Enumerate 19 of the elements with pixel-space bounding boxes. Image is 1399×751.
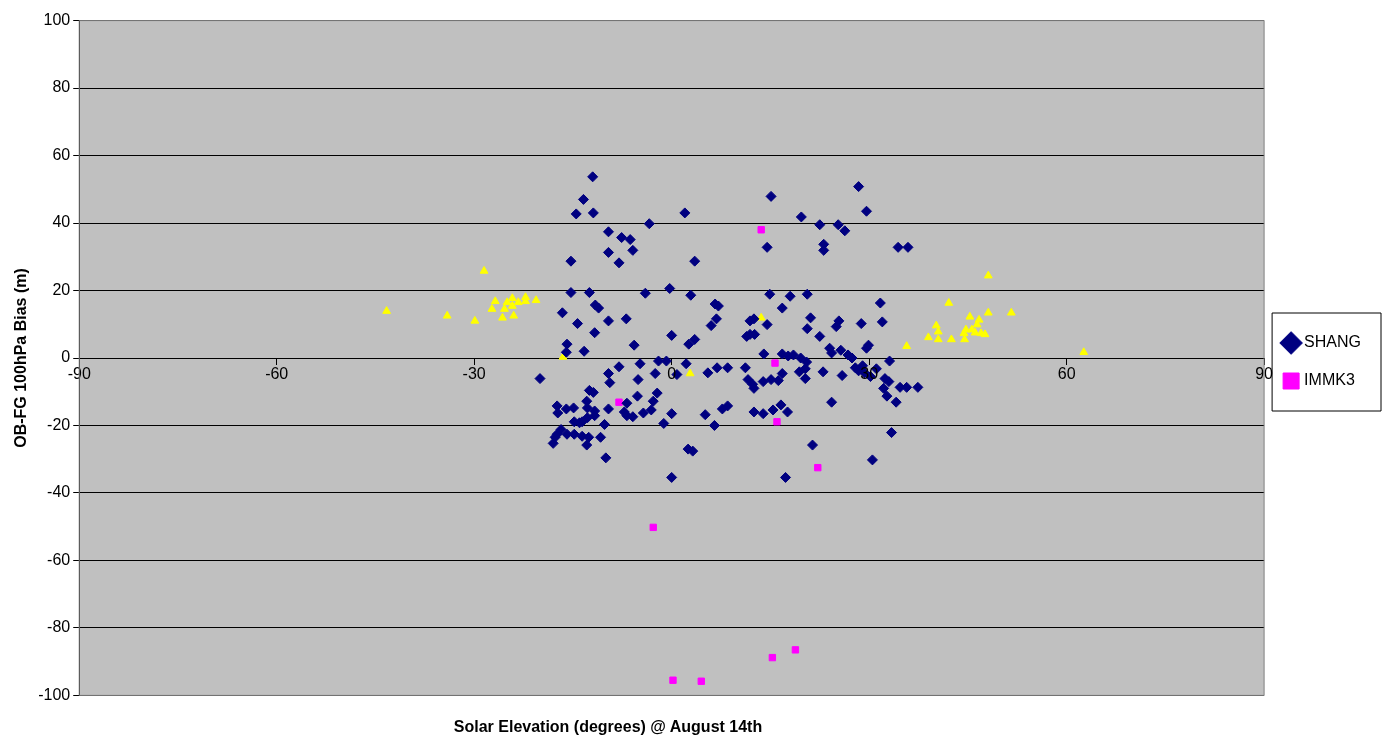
y-tick-label: -60	[47, 550, 71, 568]
x-tick-label: 60	[1057, 365, 1076, 383]
y-tick-label: 100	[43, 11, 71, 29]
legend-label: IMMK3	[1304, 371, 1355, 389]
x-tick-label: 90	[1255, 365, 1274, 383]
y-tick-label: -100	[38, 685, 71, 703]
y-tick-label: -20	[47, 415, 71, 433]
y-axis-title: OB-FG 100hPa Bias (m)	[12, 268, 30, 448]
y-tick-label: 20	[52, 280, 71, 298]
y-tick-label: -40	[47, 483, 71, 501]
y-tick-label: 80	[52, 78, 71, 96]
legend-label: SHANG	[1304, 333, 1362, 351]
y-tick-label: -80	[47, 618, 71, 636]
x-tick-label: -30	[462, 365, 486, 383]
x-tick-label: -60	[265, 365, 289, 383]
y-tick-label: 40	[52, 213, 71, 231]
x-axis-title: Solar Elevation (degrees) @ August 14th	[452, 718, 764, 736]
y-tick-label: 60	[52, 145, 71, 163]
y-tick-label: 0	[61, 348, 71, 366]
